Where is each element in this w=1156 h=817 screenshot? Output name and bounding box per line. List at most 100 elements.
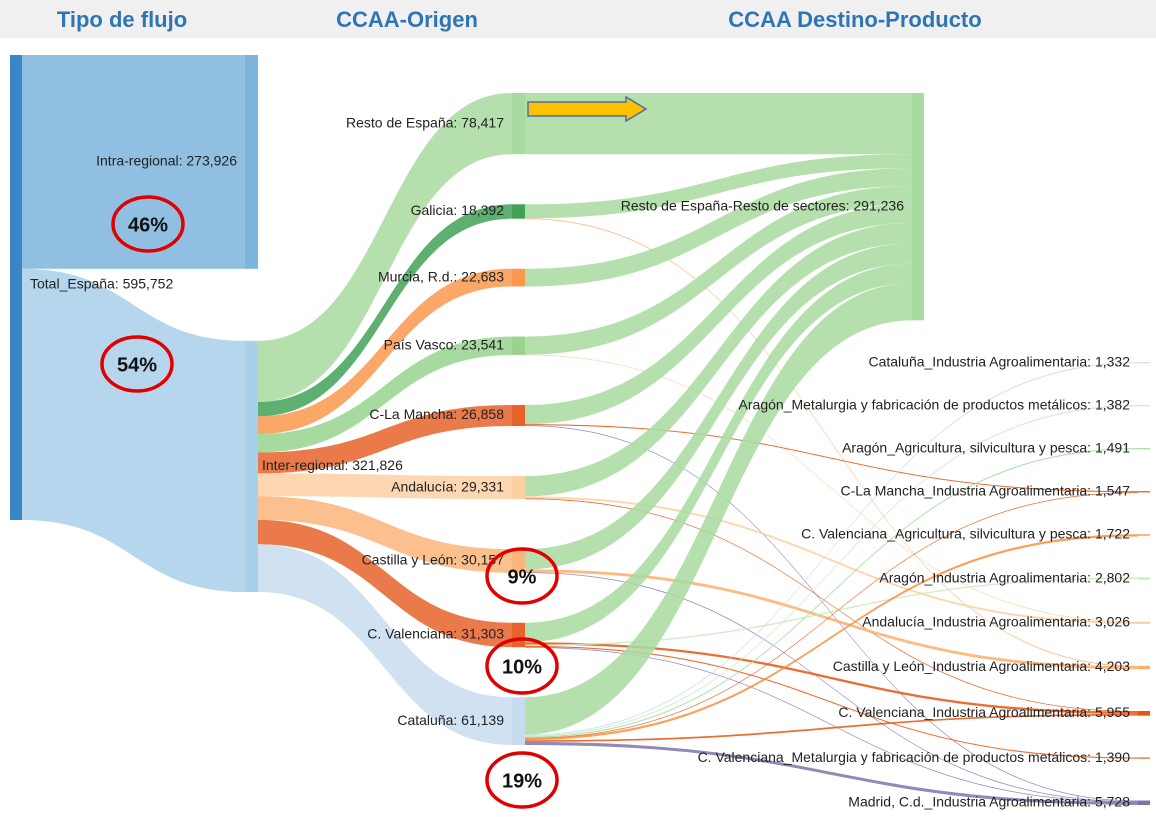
link [525,154,912,219]
link [525,425,1138,802]
link [525,362,1138,736]
link [258,473,512,500]
node [1138,757,1150,759]
node [512,93,525,155]
node-label: Total_España: 595,752 [30,276,173,292]
node-label: Resto de España: 78,417 [346,114,504,130]
node [1138,577,1150,580]
node [512,476,525,500]
node-label: Aragón_Metalurgia y fabricación de produ… [739,396,1131,412]
link [525,645,1138,759]
link [22,55,245,269]
node-label: C. Valenciana: 31,303 [367,626,504,642]
node [1138,534,1150,536]
node [1138,491,1150,493]
link [525,203,912,425]
percent-label: 10% [502,656,542,678]
node-label: C. Valenciana_Agricultura, silvicultura … [801,526,1130,542]
annotation: 9% [485,547,559,605]
node-label: Madrid, C.d._Industria Agroalimentaria: … [848,793,1130,809]
node [512,268,525,287]
link [525,741,1138,805]
link [525,713,1138,742]
node [512,204,525,219]
node [512,336,525,355]
node-label: C-La Mancha: 26,858 [369,406,504,422]
node [1138,448,1150,450]
annotation: 19% [485,751,559,809]
circle [485,637,559,695]
link [258,204,512,417]
links [22,55,1138,805]
annotation: 54% [100,335,174,393]
link [525,534,1138,741]
link [258,93,512,403]
node [512,405,525,427]
link [525,569,1138,670]
percent-label: 9% [508,566,537,588]
circle [485,751,559,809]
annotation: 10% [485,637,559,695]
node-label: Andalucía: 29,331 [391,478,504,494]
link [525,424,1138,493]
node-label: C. Valenciana_Industria Agroalimentaria:… [838,704,1130,720]
arrow [527,95,648,123]
link [525,577,1138,646]
node-label: Andalucía_Industria Agroalimentaria: 3,0… [862,613,1130,629]
annotation: 46% [111,195,185,253]
node [512,697,525,745]
nodes: Total_España: 595,752 Intra-regional: 273… [10,55,1150,809]
link [258,544,512,745]
link [525,218,1138,667]
link [525,405,1138,737]
column-header: Tipo de flujo [57,7,187,32]
link [258,519,512,648]
link [525,492,1138,739]
link [258,268,512,435]
link [525,223,912,497]
node [912,93,924,321]
link [525,498,1138,712]
link [258,405,512,474]
node-label: Aragón_Industria Agroalimentaria: 2,802 [879,569,1130,585]
column-header: CCAA-Origen [336,7,478,32]
node-label: Galicia: 18,392 [411,202,505,218]
link [525,185,912,355]
node-label: Resto de España-Resto de sectores: 291,2… [621,197,905,213]
node-label: Inter-regional: 321,826 [262,457,403,473]
node [245,340,258,592]
link [525,283,912,735]
column-header: CCAA Destino-Producto [728,7,981,32]
link [525,263,912,643]
node [10,55,22,520]
circle [111,195,185,253]
header-band [0,0,1156,38]
node-label: Cataluña_Industria Agroalimentaria: 1,33… [868,353,1130,369]
link [525,642,1138,714]
link [525,646,1138,803]
node-label: Intra-regional: 273,926 [96,153,237,169]
node [512,549,525,573]
node-label: Aragón_Agricultura, silvicultura y pesca… [842,439,1130,455]
circle [100,335,174,393]
link [258,496,512,573]
link [525,572,1138,803]
node [245,55,258,269]
link [525,448,1138,738]
percent-label: 54% [117,354,157,376]
node [1138,711,1150,716]
node [1138,405,1150,407]
link [258,336,512,453]
node [1138,800,1150,805]
node-label: Cataluña: 61,139 [397,712,504,728]
link [525,168,912,287]
link [525,354,1138,623]
link [525,243,912,570]
circle [485,547,559,605]
percent-label: 19% [502,770,542,792]
percent-label: 46% [128,214,168,236]
node-label: Castilla y León_Industria Agroalimentari… [833,658,1131,674]
node [1138,665,1150,670]
node [1138,362,1150,364]
